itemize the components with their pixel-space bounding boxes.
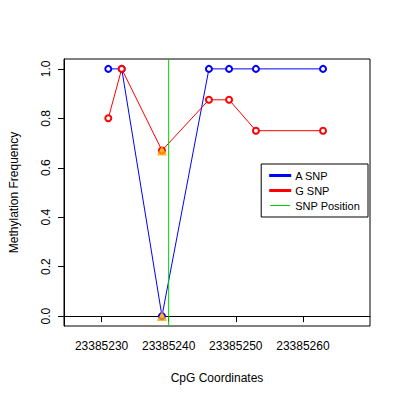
svg-text:SNP Position: SNP Position bbox=[295, 200, 360, 212]
svg-text:23385260: 23385260 bbox=[276, 339, 330, 353]
svg-text:0.2: 0.2 bbox=[39, 258, 53, 275]
svg-text:23385230: 23385230 bbox=[75, 339, 129, 353]
svg-text:Methylation Frequency: Methylation Frequency bbox=[7, 132, 21, 253]
svg-text:0.0: 0.0 bbox=[39, 307, 53, 324]
svg-text:0.4: 0.4 bbox=[39, 209, 53, 226]
svg-text:G SNP: G SNP bbox=[295, 185, 329, 197]
svg-text:1.0: 1.0 bbox=[39, 60, 53, 77]
svg-text:0.8: 0.8 bbox=[39, 110, 53, 127]
svg-text:23385240: 23385240 bbox=[142, 339, 196, 353]
svg-text:0.6: 0.6 bbox=[39, 159, 53, 176]
svg-text:A SNP: A SNP bbox=[295, 170, 327, 182]
svg-text:23385250: 23385250 bbox=[209, 339, 263, 353]
svg-text:CpG Coordinates: CpG Coordinates bbox=[171, 371, 264, 385]
